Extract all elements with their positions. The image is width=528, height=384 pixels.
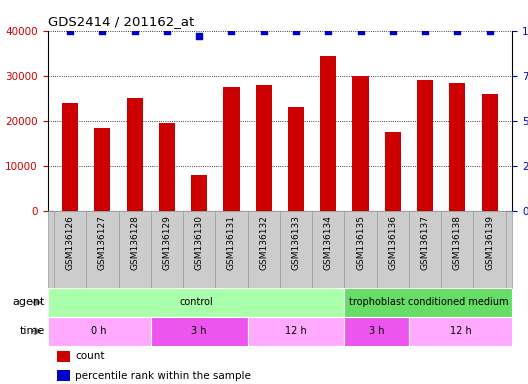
Point [356, 28, 365, 34]
Text: 3 h: 3 h [192, 326, 207, 336]
Text: time: time [20, 326, 45, 336]
Bar [417, 80, 433, 211]
Point [421, 28, 429, 34]
Text: GSM136138: GSM136138 [453, 215, 462, 270]
Text: GSM136136: GSM136136 [388, 215, 397, 270]
Text: GSM136133: GSM136133 [291, 215, 300, 270]
Bar [62, 103, 78, 211]
Text: trophoblast conditioned medium: trophoblast conditioned medium [348, 297, 508, 308]
Point [163, 28, 171, 34]
Text: GSM136130: GSM136130 [195, 215, 204, 270]
Bar [86, 211, 118, 288]
Bar [118, 211, 151, 288]
Bar [48, 288, 344, 317]
Point [98, 28, 107, 34]
Point [66, 28, 74, 34]
Bar [223, 87, 240, 211]
Text: 3 h: 3 h [369, 326, 384, 336]
Bar [127, 98, 143, 211]
Point [195, 33, 203, 39]
Text: GSM136135: GSM136135 [356, 215, 365, 270]
Bar [248, 317, 344, 346]
Text: percentile rank within the sample: percentile rank within the sample [76, 371, 251, 381]
Text: GSM136131: GSM136131 [227, 215, 236, 270]
Point [259, 28, 268, 34]
Text: count: count [76, 351, 105, 361]
Bar [449, 83, 465, 211]
Bar [344, 317, 409, 346]
Bar [48, 317, 151, 346]
Bar [376, 211, 409, 288]
Text: 0 h: 0 h [91, 326, 107, 336]
Bar [409, 317, 512, 346]
Point [324, 28, 333, 34]
Text: 12 h: 12 h [450, 326, 472, 336]
Bar [151, 211, 183, 288]
Bar [159, 123, 175, 211]
Text: GSM136134: GSM136134 [324, 215, 333, 270]
Bar [280, 211, 312, 288]
Point [485, 28, 494, 34]
Bar [191, 175, 207, 211]
Text: GSM136139: GSM136139 [485, 215, 494, 270]
Point [389, 28, 397, 34]
Text: GSM136126: GSM136126 [65, 215, 74, 270]
Bar [312, 211, 344, 288]
Bar [344, 211, 376, 288]
Bar [482, 94, 497, 211]
Bar [57, 351, 70, 362]
Bar [54, 211, 86, 288]
Bar [215, 211, 248, 288]
Text: agent: agent [13, 297, 45, 308]
Bar [256, 85, 272, 211]
Point [453, 28, 461, 34]
Bar [248, 211, 280, 288]
Text: GSM136132: GSM136132 [259, 215, 268, 270]
Bar [441, 211, 474, 288]
Bar [183, 211, 215, 288]
Text: control: control [179, 297, 213, 308]
Text: GDS2414 / 201162_at: GDS2414 / 201162_at [48, 15, 194, 28]
Bar [352, 76, 369, 211]
Bar [344, 288, 512, 317]
Bar [474, 211, 506, 288]
Bar [95, 128, 110, 211]
Point [227, 28, 235, 34]
Text: 12 h: 12 h [285, 326, 307, 336]
Bar [409, 211, 441, 288]
Bar [151, 317, 248, 346]
Point [292, 28, 300, 34]
Point [130, 28, 139, 34]
Bar [57, 370, 70, 381]
Text: GSM136137: GSM136137 [420, 215, 430, 270]
Text: GSM136128: GSM136128 [130, 215, 139, 270]
Text: GSM136129: GSM136129 [163, 215, 172, 270]
Bar [320, 56, 336, 211]
Text: GSM136127: GSM136127 [98, 215, 107, 270]
Bar [288, 108, 304, 211]
Bar [385, 132, 401, 211]
